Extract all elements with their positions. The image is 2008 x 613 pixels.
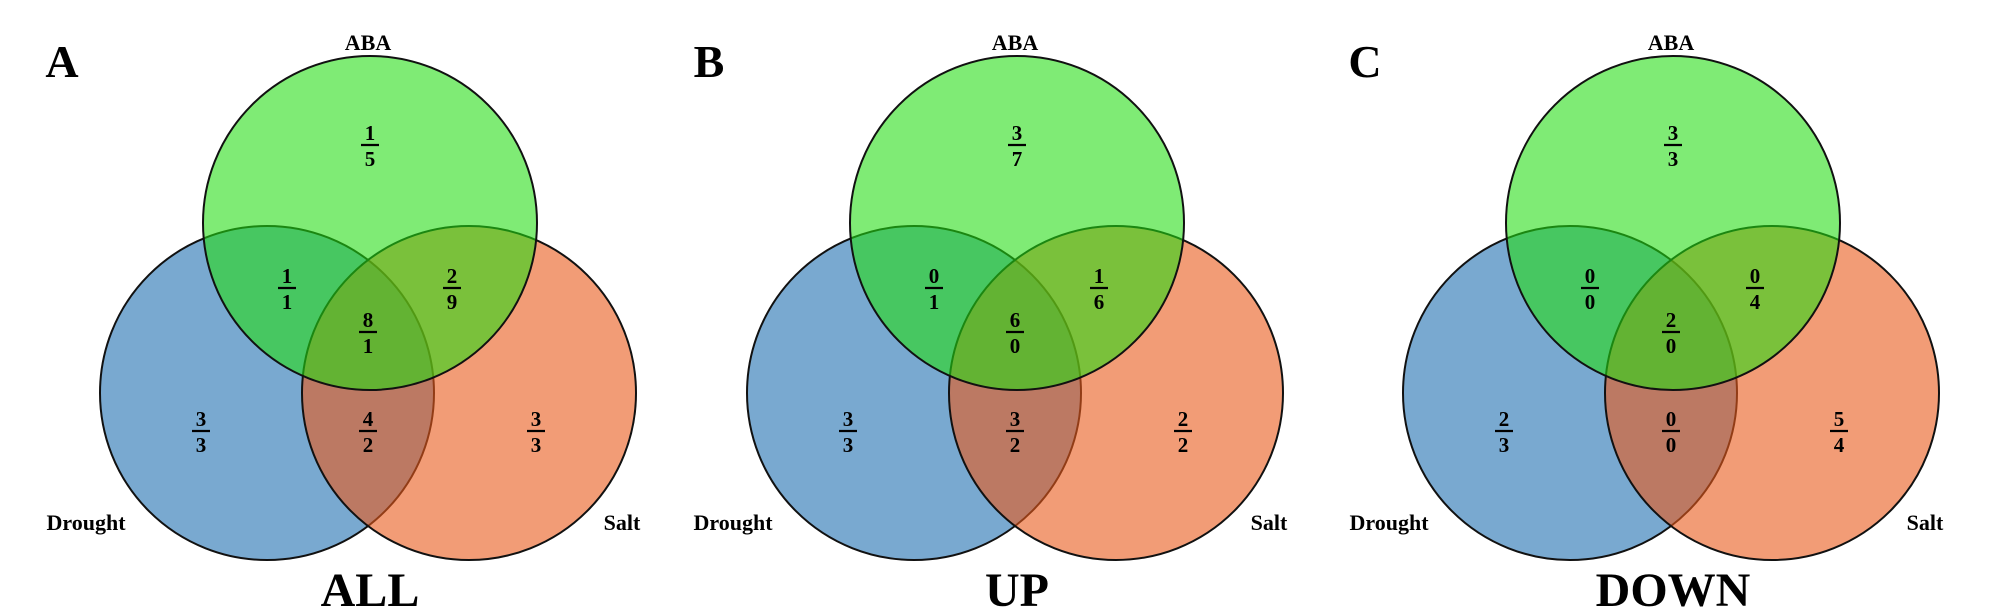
fraction-denominator: 6 <box>1094 290 1105 314</box>
salt-set-label: Salt <box>1251 510 1288 535</box>
fraction-numerator: 0 <box>1585 264 1596 288</box>
region-fraction-drought-only: 33 <box>192 407 210 457</box>
region-fraction-salt-only: 33 <box>527 407 545 457</box>
region-fraction-center: 81 <box>359 308 377 358</box>
region-fraction-aba-only: 15 <box>361 121 379 171</box>
fraction-numerator: 6 <box>1010 308 1021 332</box>
drought-set-label: Drought <box>693 510 773 535</box>
fraction-denominator: 4 <box>1750 290 1761 314</box>
fraction-numerator: 1 <box>365 121 376 145</box>
drought-set-label: Drought <box>46 510 126 535</box>
region-fraction-aba-salt: 16 <box>1090 264 1108 314</box>
fraction-numerator: 3 <box>196 407 207 431</box>
fraction-numerator: 5 <box>1834 407 1845 431</box>
panel-letter: B <box>694 36 725 87</box>
fraction-numerator: 2 <box>447 264 458 288</box>
fraction-numerator: 4 <box>363 407 374 431</box>
fraction-numerator: 2 <box>1499 407 1510 431</box>
panel-title: ALL <box>321 564 420 613</box>
region-fraction-aba-only: 37 <box>1008 121 1026 171</box>
fraction-denominator: 3 <box>1668 147 1679 171</box>
region-fraction-drought-only: 33 <box>839 407 857 457</box>
fraction-denominator: 2 <box>1178 433 1189 457</box>
panel-title: DOWN <box>1596 564 1751 613</box>
salt-set-label: Salt <box>604 510 641 535</box>
region-fraction-aba-salt: 04 <box>1746 264 1764 314</box>
fraction-numerator: 3 <box>843 407 854 431</box>
fraction-denominator: 9 <box>447 290 458 314</box>
region-fraction-drought-salt: 32 <box>1006 407 1024 457</box>
region-fraction-center: 60 <box>1006 308 1024 358</box>
fraction-numerator: 2 <box>1178 407 1189 431</box>
fraction-denominator: 2 <box>1010 433 1021 457</box>
fraction-denominator: 1 <box>363 334 374 358</box>
fraction-denominator: 4 <box>1834 433 1845 457</box>
fraction-numerator: 0 <box>1666 407 1677 431</box>
fraction-numerator: 0 <box>929 264 940 288</box>
fraction-numerator: 3 <box>1010 407 1021 431</box>
region-fraction-drought-salt: 42 <box>359 407 377 457</box>
region-fraction-salt-only: 54 <box>1830 407 1848 457</box>
fraction-denominator: 2 <box>363 433 374 457</box>
fraction-numerator: 3 <box>1668 121 1679 145</box>
panel-title: UP <box>985 564 1049 613</box>
panel-letter: A <box>45 36 78 87</box>
fraction-denominator: 0 <box>1010 334 1021 358</box>
aba-set-label: ABA <box>345 30 392 55</box>
fraction-denominator: 3 <box>843 433 854 457</box>
fraction-numerator: 1 <box>1094 264 1105 288</box>
fraction-denominator: 0 <box>1666 334 1677 358</box>
aba-circle <box>849 55 1185 391</box>
region-fraction-salt-only: 22 <box>1174 407 1192 457</box>
fraction-denominator: 3 <box>196 433 207 457</box>
aba-set-label: ABA <box>992 30 1039 55</box>
fraction-denominator: 3 <box>1499 433 1510 457</box>
fraction-numerator: 1 <box>282 264 293 288</box>
fraction-denominator: 7 <box>1012 147 1023 171</box>
fraction-numerator: 0 <box>1750 264 1761 288</box>
fraction-numerator: 3 <box>531 407 542 431</box>
region-fraction-aba-drought: 00 <box>1581 264 1599 314</box>
region-fraction-aba-drought: 01 <box>925 264 943 314</box>
fraction-numerator: 3 <box>1012 121 1023 145</box>
region-fraction-drought-only: 23 <box>1495 407 1513 457</box>
drought-set-label: Drought <box>1349 510 1429 535</box>
fraction-denominator: 5 <box>365 147 376 171</box>
panel-letter: C <box>1348 36 1381 87</box>
fraction-numerator: 8 <box>363 308 374 332</box>
region-fraction-aba-salt: 29 <box>443 264 461 314</box>
region-fraction-aba-only: 33 <box>1664 121 1682 171</box>
region-fraction-center: 20 <box>1662 308 1680 358</box>
fraction-denominator: 1 <box>282 290 293 314</box>
aba-set-label: ABA <box>1648 30 1695 55</box>
fraction-denominator: 0 <box>1666 433 1677 457</box>
fraction-denominator: 1 <box>929 290 940 314</box>
fraction-denominator: 3 <box>531 433 542 457</box>
fraction-numerator: 2 <box>1666 308 1677 332</box>
region-fraction-aba-drought: 11 <box>278 264 296 314</box>
aba-circle <box>202 55 538 391</box>
fraction-denominator: 0 <box>1585 290 1596 314</box>
region-fraction-drought-salt: 00 <box>1662 407 1680 457</box>
salt-set-label: Salt <box>1907 510 1944 535</box>
aba-circle <box>1505 55 1841 391</box>
